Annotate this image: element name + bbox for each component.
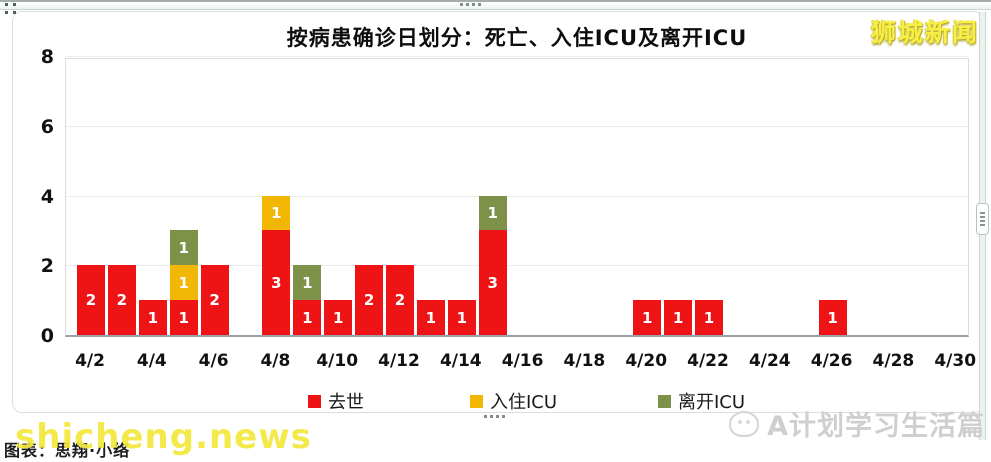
bar-value-label: 1 <box>332 308 344 327</box>
bar-value-label: 1 <box>456 308 468 327</box>
watermark-shicheng: shicheng.news <box>15 417 312 457</box>
x-axis-tick: 4/30 <box>934 351 977 371</box>
bar-segment-deaths-4/11: 2 <box>355 265 384 335</box>
bar-value-label: 1 <box>641 308 653 327</box>
x-axis-tick: 4/28 <box>872 351 915 371</box>
watermark-account: A计划学习生活篇 <box>729 404 985 443</box>
bar-segment-deaths-4/26: 1 <box>818 300 847 335</box>
y-axis-tick: 0 <box>40 325 54 347</box>
y-axis-tick: 6 <box>40 115 54 138</box>
bar-segment-icu-out-4/15: 1 <box>478 195 507 231</box>
x-axis-tick: 4/26 <box>810 351 853 371</box>
chart-credit: 图表：思翔·小络 <box>4 441 131 460</box>
bar-segment-deaths-4/8: 3 <box>262 230 291 335</box>
bar-value-label: 3 <box>487 273 498 292</box>
bar-segment-deaths-4/9: 1 <box>293 300 322 335</box>
legend-label-icu-in: 入住ICU <box>490 392 558 413</box>
x-axis-tick: 4/16 <box>501 351 544 371</box>
frame-top-band <box>0 2 991 9</box>
legend: 去世 入住ICU 离开ICU <box>65 388 969 413</box>
bar-value-label: 1 <box>672 308 684 327</box>
bar-segment-deaths-4/12: 2 <box>386 265 414 335</box>
legend-item-deaths: 去世 <box>308 388 364 414</box>
y-axis-tick: 4 <box>40 185 54 208</box>
bar-value-label: 2 <box>394 291 406 310</box>
legend-swatch-icu-out <box>658 394 671 408</box>
frame-top-border <box>0 0 991 2</box>
bar-value-label: 1 <box>827 308 838 327</box>
bar-value-label: 3 <box>271 273 282 292</box>
bar-value-label: 1 <box>302 273 313 292</box>
x-axis-tick: 4/8 <box>260 351 291 371</box>
bar-segment-deaths-4/10: 1 <box>324 300 353 335</box>
penguin-icon <box>729 410 760 437</box>
x-axis-tick: 4/14 <box>439 351 482 371</box>
bar-value-label: 2 <box>363 291 375 310</box>
chart-title: 按病患确诊日划分：死亡、入住ICU及离开ICU <box>286 26 748 50</box>
x-axis-tick: 4/22 <box>687 351 729 371</box>
bar-segment-deaths-4/5: 1 <box>169 300 198 335</box>
bar-segment-icu-in-4/8: 1 <box>262 195 291 231</box>
x-axis-tick: 4/24 <box>748 351 791 371</box>
x-axis-tick: 4/4 <box>136 351 167 371</box>
corner-drag-handle[interactable] <box>5 3 18 16</box>
bar-value-label: 2 <box>209 291 220 310</box>
bar-segment-icu-out-4/5: 1 <box>169 230 198 266</box>
gridline <box>66 195 968 197</box>
legend-label-icu-out: 离开ICU <box>678 392 746 413</box>
bar-segment-icu-in-4/5: 1 <box>169 265 198 301</box>
bar-value-label: 1 <box>425 308 437 327</box>
gridline <box>66 56 968 57</box>
bar-segment-deaths-4/15: 3 <box>478 230 507 335</box>
bar-segment-deaths-4/6: 2 <box>200 265 229 335</box>
bar-value-label: 1 <box>147 308 159 327</box>
bar-value-label: 1 <box>178 308 189 327</box>
legend-label-deaths: 去世 <box>328 392 364 413</box>
bar-segment-deaths-4/20: 1 <box>633 300 662 335</box>
legend-swatch-icu-in <box>470 394 483 408</box>
top-drag-handle[interactable] <box>460 3 481 6</box>
gridline <box>66 125 968 127</box>
bar-value-label: 1 <box>487 203 498 222</box>
watermark-account-label: A计划学习生活篇 <box>767 411 985 442</box>
bar-value-label: 2 <box>116 291 128 310</box>
bar-segment-deaths-4/4: 1 <box>138 300 167 335</box>
bar-value-label: 1 <box>302 308 313 327</box>
bottom-drag-handle[interactable] <box>484 415 505 418</box>
x-axis-tick: 4/12 <box>378 351 420 371</box>
x-axis-tick: 4/2 <box>75 351 105 371</box>
site-logo: 狮城新闻 <box>870 18 979 47</box>
bar-value-label: 1 <box>271 203 282 222</box>
x-axis-tick: 4/6 <box>198 351 229 371</box>
bar-segment-deaths-4/13: 1 <box>416 300 445 335</box>
bar-value-label: 1 <box>178 273 189 292</box>
frame-top-inner-border <box>0 9 991 10</box>
bar-segment-deaths-4/2: 2 <box>77 265 105 335</box>
y-axis-tick: 8 <box>40 46 54 68</box>
bar-segment-icu-out-4/9: 1 <box>293 265 322 301</box>
bar-segment-deaths-4/14: 1 <box>447 300 476 335</box>
bar-segment-deaths-4/21: 1 <box>664 300 693 335</box>
gridline <box>66 265 968 267</box>
x-axis-tick: 4/18 <box>563 351 606 371</box>
y-axis-tick: 2 <box>40 255 54 278</box>
x-axis-tick: 4/10 <box>316 351 359 371</box>
legend-item-icu-out: 离开ICU <box>658 388 745 414</box>
legend-swatch-deaths <box>308 394 321 408</box>
bar-value-label: 2 <box>85 291 97 310</box>
x-axis-tick: 4/20 <box>625 351 668 371</box>
bar-segment-deaths-4/3: 2 <box>107 265 136 335</box>
bar-value-label: 1 <box>703 308 715 327</box>
bar-segment-deaths-4/22: 1 <box>695 300 723 335</box>
legend-item-icu-in: 入住ICU <box>470 388 557 414</box>
bar-value-label: 1 <box>178 238 189 257</box>
right-drag-handle[interactable] <box>976 203 989 235</box>
